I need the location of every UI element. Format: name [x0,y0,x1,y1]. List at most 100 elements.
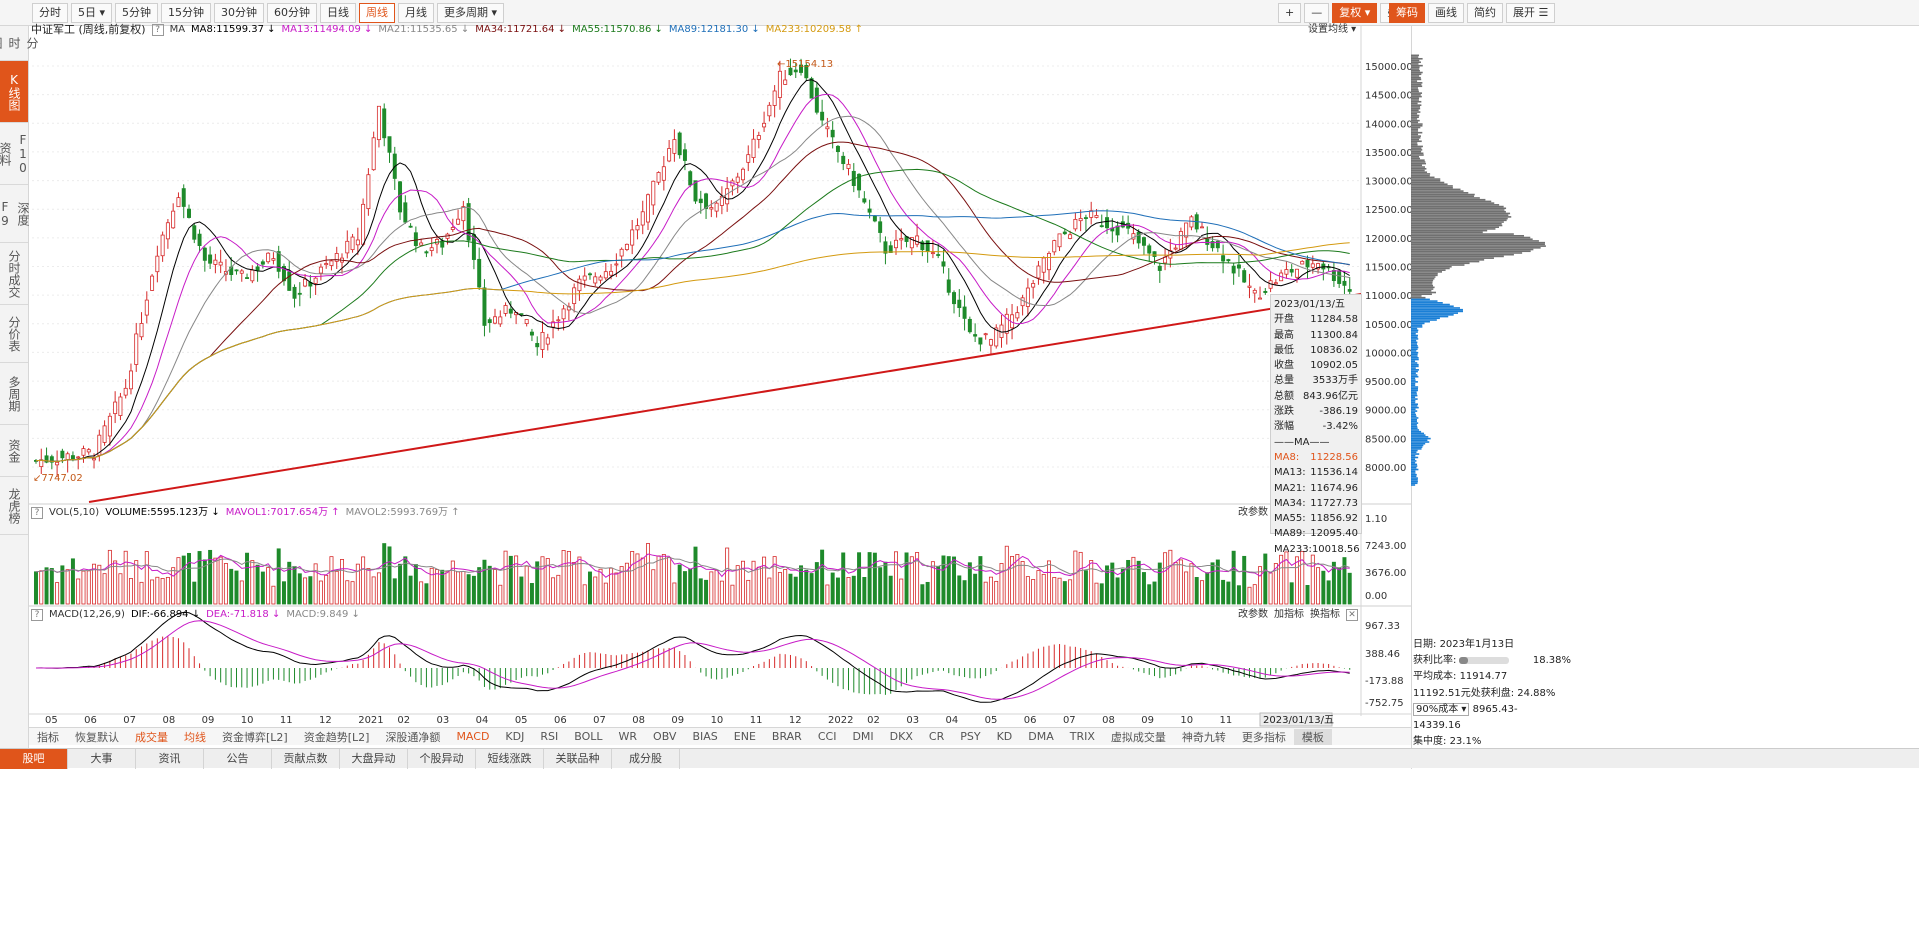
zoom-out-button[interactable]: — [1304,3,1330,23]
draw-line-button[interactable]: 画线 [1428,3,1464,23]
chip-bar [1411,300,1438,302]
ma-settings-dropdown[interactable]: 设置均线 ▾ [1308,24,1357,35]
indicator-tab[interactable]: MACD [456,730,490,743]
bottom-tab[interactable]: 大盘异动 [340,748,408,769]
indicator-tab[interactable]: BOLL [574,730,603,743]
period-button-weekly[interactable]: 周线 [359,2,396,23]
indicator-tab[interactable]: DMI [852,730,874,743]
period-button-30min[interactable]: 30分钟 [214,2,265,23]
indicator-tab[interactable]: BRAR [771,730,802,743]
indicator-tab[interactable]: 模板 [1293,728,1332,745]
left-tab-kline[interactable]: K线图 [0,61,28,123]
period-button-60min[interactable]: 60分钟 [267,2,318,23]
macd-change-params[interactable]: 改参数 [1238,609,1268,620]
volume-bar [1036,570,1041,605]
left-tab-funds[interactable]: 资金 [0,425,28,477]
period-button-5min[interactable]: 5分钟 [115,2,159,23]
chip-bar [1411,135,1421,137]
indicator-tab[interactable]: ENE [733,730,756,743]
indicator-tab[interactable]: KDJ [505,730,525,743]
candle-body [1294,268,1299,278]
indicator-tab[interactable]: RSI [540,730,559,743]
simple-mode-button[interactable]: 简约 [1467,3,1503,23]
indicator-tab[interactable]: 成交量 [135,730,168,744]
candle-body [772,90,777,106]
period-button-15min[interactable]: 15分钟 [161,2,212,23]
chip-bar [1411,236,1531,239]
chip-bar [1411,116,1419,119]
volume-bar [171,567,176,605]
candle-body [1184,222,1189,238]
bottom-tab[interactable]: 关联品种 [544,748,612,769]
bottom-tab[interactable]: 资讯 [136,748,204,769]
period-button-intraday[interactable]: 分时 [32,2,68,23]
candle-body [508,308,513,314]
kline-chart[interactable]: 15000.00 14500.00 14000.00 13500.00 13000.00… [29,26,1411,727]
indicator-tab[interactable]: 资金博弈[L2] [222,730,288,744]
indicator-tab[interactable]: 指标 [37,730,59,744]
chip-button[interactable]: 筹码 [1389,3,1425,23]
bottom-tab[interactable]: 公告 [204,748,272,769]
cost-range-select[interactable]: 90%成本 ▾ [1413,702,1470,716]
candle-body [1031,283,1036,288]
volume-bar [529,583,534,605]
zoom-in-button[interactable]: + [1278,3,1302,23]
bottom-tab[interactable]: 成分股 [612,748,680,769]
bottom-tab[interactable]: 股吧 [0,748,68,769]
candle-body [646,194,650,223]
close-icon[interactable]: ✕ [1346,609,1358,621]
bottom-tab[interactable]: 大事 [68,748,136,769]
left-tab-f9[interactable]: 深度F9 [0,185,30,243]
indicator-tab[interactable]: CCI [817,730,837,743]
indicator-tab[interactable]: OBV [653,730,677,743]
period-button-daily[interactable]: 日线 [320,2,357,23]
left-tab-multiperiod[interactable]: 多周期 [0,363,28,425]
indicator-tab[interactable]: 均线 [184,730,206,744]
left-tab-dragon-tiger[interactable]: 龙虎榜 [0,477,28,535]
help-icon[interactable]: ? [151,24,164,36]
volume-bar [1057,577,1062,605]
help-icon[interactable]: ? [31,507,43,519]
indicator-tab[interactable]: KD [996,730,1013,743]
help-icon[interactable]: ? [31,609,43,621]
price-axis-label: 8500.00 [1365,434,1406,445]
volume-bar [1289,582,1294,605]
chip-bar [1411,470,1416,473]
vol-change-params[interactable]: 改参数 [1238,507,1268,518]
bottom-tab[interactable]: 贡献点数 [272,748,340,769]
period-button-5day[interactable]: 5日 ▾ [71,2,113,23]
period-button-monthly[interactable]: 月线 [398,2,435,23]
indicator-tab[interactable]: 深股通净额 [385,730,441,744]
macd-swap-indicator[interactable]: 换指标 [1310,609,1340,620]
indicator-tab[interactable]: TRIX [1069,730,1095,743]
indicator-tab[interactable]: WR [618,730,638,743]
indicator-tab[interactable]: 神奇九转 [1181,730,1226,744]
indicator-tab[interactable]: 更多指标 [1241,730,1286,744]
indicator-tab[interactable]: 资金趋势[L2] [303,730,370,744]
left-tab-trades[interactable]: 分时成交 [0,243,28,305]
adjust-button[interactable]: 复权 ▾ [1332,3,1378,23]
macd-add-indicator[interactable]: 加指标 [1274,609,1304,620]
indicator-tab[interactable]: 恢复默认 [75,730,119,744]
indicator-tab[interactable]: BIAS [692,730,718,743]
chip-bar [1411,436,1429,438]
indicator-tab[interactable]: PSY [960,730,981,743]
chip-bar [1411,314,1454,316]
candle-body [281,266,286,282]
time-axis-label: 09 [202,715,215,726]
expand-button[interactable]: 展开 ☰ [1506,3,1556,23]
bottom-tab[interactable]: 个股异动 [408,748,476,769]
candle-body [49,456,54,463]
time-axis-label: 07 [593,715,606,726]
indicator-tab[interactable]: DKX [889,730,913,743]
candle-body [1052,240,1057,253]
candle-body [176,197,181,208]
indicator-tab[interactable]: CR [928,730,945,743]
left-tab-f10[interactable]: F10资料 [0,123,30,185]
left-tab-price-table[interactable]: 分价表 [0,305,28,363]
indicator-tab[interactable]: 虚拟成交量 [1110,730,1166,744]
period-button-more[interactable]: 更多周期 ▾ [437,2,505,23]
bottom-tab[interactable]: 短线涨跌 [476,748,544,769]
indicator-tab[interactable]: DMA [1028,730,1054,743]
left-tab-intraday[interactable]: 分时图 [0,26,39,61]
